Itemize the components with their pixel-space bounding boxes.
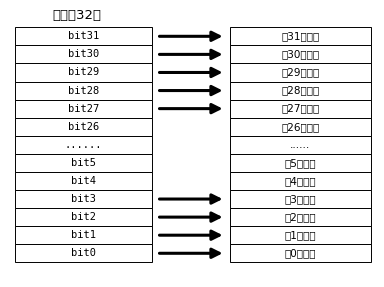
Bar xyxy=(230,244,371,262)
Bar xyxy=(230,208,371,226)
Bar xyxy=(230,226,371,244)
Text: bit30: bit30 xyxy=(68,49,99,59)
Bar xyxy=(230,82,371,100)
Text: ......: ...... xyxy=(65,140,102,150)
Text: 第26位地址: 第26位地址 xyxy=(281,122,319,132)
Text: 第27位地址: 第27位地址 xyxy=(281,104,319,114)
Text: ......: ...... xyxy=(290,140,311,150)
Bar xyxy=(230,100,371,118)
Bar xyxy=(15,45,152,63)
Bar xyxy=(15,154,152,172)
Text: bit0: bit0 xyxy=(71,248,96,258)
Bar xyxy=(15,208,152,226)
Text: 第29位地址: 第29位地址 xyxy=(281,67,319,77)
Bar xyxy=(15,27,152,45)
Bar xyxy=(15,190,152,208)
Bar xyxy=(230,27,371,45)
Text: bit26: bit26 xyxy=(68,122,99,132)
Bar xyxy=(15,244,152,262)
Text: 第31位地址: 第31位地址 xyxy=(281,31,319,41)
Text: bit31: bit31 xyxy=(68,31,99,41)
Text: 第2位地址: 第2位地址 xyxy=(285,212,316,222)
Bar xyxy=(15,226,152,244)
Bar xyxy=(15,136,152,154)
Bar xyxy=(230,172,371,190)
Text: bit1: bit1 xyxy=(71,230,96,240)
Text: 第5位地址: 第5位地址 xyxy=(285,158,316,168)
Text: bit5: bit5 xyxy=(71,158,96,168)
Bar xyxy=(15,82,152,100)
Text: 第1位地址: 第1位地址 xyxy=(285,230,316,240)
Text: 第28位地址: 第28位地址 xyxy=(281,86,319,96)
Bar xyxy=(230,118,371,136)
Bar xyxy=(15,172,152,190)
Text: 第4位地址: 第4位地址 xyxy=(285,176,316,186)
Text: 第30位地址: 第30位地址 xyxy=(281,49,319,59)
Text: bit28: bit28 xyxy=(68,86,99,96)
Text: 第0位地址: 第0位地址 xyxy=(285,248,316,258)
Text: bit2: bit2 xyxy=(71,212,96,222)
Bar xyxy=(230,136,371,154)
Bar xyxy=(230,190,371,208)
Bar xyxy=(15,63,152,82)
Text: bit4: bit4 xyxy=(71,176,96,186)
Bar xyxy=(230,63,371,82)
Text: bit27: bit27 xyxy=(68,104,99,114)
Text: bit29: bit29 xyxy=(68,67,99,77)
Bar xyxy=(15,118,152,136)
Bar xyxy=(15,100,152,118)
Bar xyxy=(230,154,371,172)
Text: 第3位地址: 第3位地址 xyxy=(285,194,316,204)
Bar xyxy=(230,45,371,63)
Text: bit3: bit3 xyxy=(71,194,96,204)
Text: 寄存器32位: 寄存器32位 xyxy=(52,9,101,22)
